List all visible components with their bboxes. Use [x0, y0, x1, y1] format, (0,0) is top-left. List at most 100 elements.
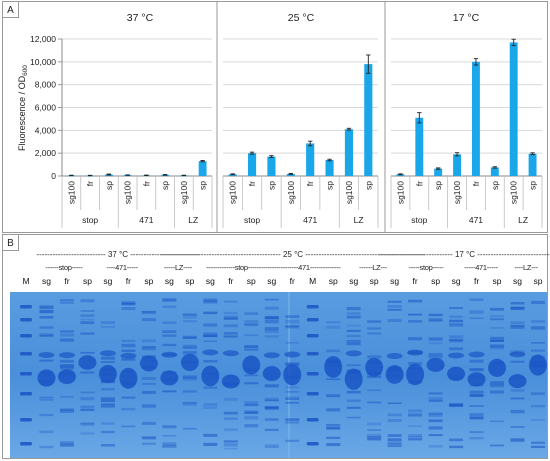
gel-band — [469, 368, 484, 372]
gel-band — [80, 405, 95, 409]
gel-band — [428, 392, 443, 395]
gel-band — [203, 340, 218, 343]
gel-band — [449, 445, 464, 449]
gel-band — [203, 386, 218, 389]
gel-main-band — [262, 366, 281, 382]
gel-band — [162, 298, 177, 302]
gel-band — [203, 403, 218, 407]
gel-main-band — [180, 353, 199, 371]
bar — [325, 160, 334, 176]
gel-band — [449, 403, 464, 407]
gel-band — [510, 325, 525, 328]
gel-band — [141, 346, 156, 348]
gel-band — [408, 313, 423, 316]
gel-band — [428, 355, 443, 359]
gel-band — [223, 318, 238, 320]
gel-band — [100, 388, 115, 391]
gel-band — [367, 422, 382, 426]
gel-header-37-lz: -----LZ---- — [164, 263, 193, 272]
gel-band — [367, 320, 382, 323]
category-label: sp — [325, 181, 335, 190]
gel-band — [80, 314, 95, 317]
gel-lane-label: fr — [126, 276, 131, 286]
y-tick-label: 0 — [51, 171, 56, 181]
gel-band — [469, 393, 484, 397]
gel-band — [182, 404, 197, 406]
gel-band — [346, 334, 361, 338]
gel-band — [346, 390, 361, 394]
gel-band — [449, 339, 464, 342]
gel-header-17-lz: ----LZ--- — [514, 263, 538, 272]
gel-band — [223, 447, 238, 450]
panel-title: 17 °C — [453, 12, 480, 24]
gel-header-25-stop: -------------stop---------- — [206, 263, 270, 272]
gel-band — [285, 341, 300, 344]
gel-main-band — [283, 364, 302, 386]
gel-band — [326, 423, 341, 427]
gel-band — [387, 419, 402, 423]
gel-band — [38, 352, 55, 359]
gel-band — [244, 323, 259, 326]
gel-band — [264, 298, 279, 301]
gel-band — [285, 418, 300, 422]
gel-band — [59, 364, 74, 366]
gel-band — [203, 406, 218, 409]
gel-band — [182, 335, 197, 339]
gel-lane-label: fr — [228, 276, 233, 286]
gel-main-band — [119, 367, 138, 389]
gel-band — [531, 419, 545, 421]
gel-band — [490, 420, 505, 423]
gel-band — [509, 351, 526, 358]
gel-band — [39, 309, 54, 314]
gel-band — [182, 377, 197, 381]
gel-band — [510, 306, 525, 309]
gel-band — [162, 390, 177, 392]
gel-band — [531, 445, 545, 448]
gel-band — [387, 308, 402, 311]
gel-band — [264, 399, 279, 402]
gel-band — [182, 336, 197, 340]
gel-band — [244, 320, 259, 323]
gel-band — [244, 374, 259, 377]
category-label: fr — [414, 181, 424, 186]
category-label: sp — [363, 181, 373, 190]
gel-band — [121, 358, 136, 361]
gel-main-band — [488, 358, 507, 377]
gel-band — [490, 307, 505, 311]
gel-band — [367, 376, 382, 379]
category-label: sg100 — [286, 181, 296, 204]
gel-band — [367, 327, 382, 330]
category-label: sp — [198, 181, 208, 190]
gel-marker-band — [306, 418, 319, 422]
bar — [415, 117, 424, 176]
gel-band — [408, 299, 423, 303]
group-label: LZ — [188, 215, 198, 225]
gel-band — [367, 436, 382, 440]
gel-band — [264, 315, 279, 320]
gel-band — [203, 442, 218, 446]
gel-marker-band — [20, 392, 32, 396]
gel-band — [469, 405, 484, 407]
gel-band — [39, 413, 54, 417]
gel-band — [203, 335, 218, 338]
gel-band — [162, 425, 177, 429]
chart-panel-0: 37 °C sg100 fr sp sg100 fr sp sg100 sp stop 471 LZ — [61, 12, 213, 228]
gel-band — [39, 359, 54, 362]
gel-header-37-471: ----471----- — [106, 263, 138, 272]
gel-band — [223, 315, 238, 318]
gel-band — [490, 344, 505, 348]
gel-marker-band — [306, 318, 319, 322]
gel-marker-band — [20, 305, 32, 309]
panel-a-frame — [2, 1, 548, 233]
gel-band — [223, 440, 238, 443]
gel-band — [490, 336, 505, 339]
gel-band — [531, 300, 545, 305]
gel-band — [100, 397, 115, 400]
gel-band — [59, 408, 74, 411]
gel-band — [264, 384, 279, 388]
gel-band — [59, 359, 74, 363]
gel-band — [223, 332, 238, 335]
gel-band — [264, 327, 279, 331]
gel-band — [387, 309, 402, 311]
gel-band — [510, 321, 525, 325]
